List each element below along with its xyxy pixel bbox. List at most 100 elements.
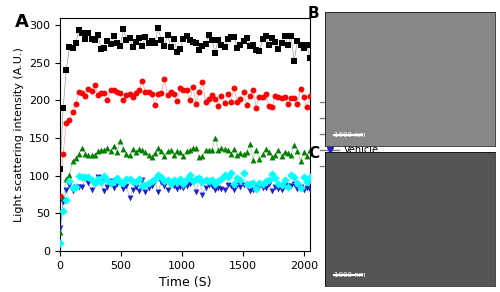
Point	[240, 171, 248, 175]
Point	[227, 34, 235, 39]
Point	[280, 177, 288, 182]
Point	[192, 190, 200, 194]
Point	[129, 45, 137, 49]
Point	[246, 189, 254, 194]
Point	[256, 181, 264, 186]
Point	[126, 177, 134, 181]
Point	[97, 179, 105, 184]
Point	[236, 178, 244, 183]
Point	[218, 177, 226, 181]
Point	[144, 40, 152, 45]
Point	[68, 186, 76, 190]
Point	[198, 44, 206, 48]
Point	[75, 174, 83, 179]
Point	[100, 147, 108, 152]
Point	[180, 186, 188, 191]
Point	[91, 82, 99, 87]
Point	[271, 40, 279, 45]
Point	[220, 44, 228, 49]
Point	[138, 79, 146, 84]
Point	[135, 177, 143, 182]
Point	[122, 92, 130, 97]
Point	[246, 94, 254, 99]
Point	[88, 187, 96, 192]
Point	[110, 179, 118, 183]
Point	[189, 179, 197, 183]
Point	[227, 171, 235, 175]
Text: 1000 nm: 1000 nm	[334, 132, 365, 138]
Point	[208, 184, 216, 189]
Point	[265, 42, 273, 47]
Point	[287, 172, 295, 177]
Point	[59, 200, 67, 204]
Point	[94, 177, 102, 182]
Point	[189, 179, 197, 183]
Point	[129, 147, 137, 152]
Point	[91, 37, 99, 42]
Point	[104, 145, 112, 150]
Point	[211, 187, 219, 192]
Point	[227, 151, 235, 156]
Point	[249, 188, 257, 193]
Point	[154, 190, 162, 194]
Point	[56, 194, 64, 198]
Point	[106, 178, 114, 183]
Point	[59, 152, 67, 156]
Point	[252, 148, 260, 152]
Point	[160, 154, 168, 159]
Point	[230, 147, 238, 152]
Point	[278, 182, 285, 187]
Point	[214, 186, 222, 191]
Point	[129, 95, 137, 100]
Point	[56, 241, 64, 246]
Point	[59, 196, 67, 201]
Point	[62, 177, 70, 182]
Point	[278, 95, 285, 100]
Text: B: B	[308, 6, 320, 21]
Point	[88, 89, 96, 93]
Point	[75, 151, 83, 156]
Point	[59, 106, 67, 110]
Point	[233, 46, 241, 51]
Point	[208, 178, 216, 183]
Point	[148, 183, 156, 188]
Legend: 1  4 µg/mL, 1  2 µg/mL, 1  1 µg/mL, Vehicle, Met 5 µg/mL: 1 4 µg/mL, 1 2 µg/mL, 1 1 µg/mL, Vehicle…	[320, 98, 406, 171]
Point	[94, 33, 102, 38]
Point	[306, 94, 314, 99]
Point	[233, 100, 241, 104]
Point	[303, 43, 311, 48]
Point	[189, 84, 197, 89]
Point	[236, 43, 244, 47]
Point	[106, 41, 114, 46]
Point	[176, 85, 184, 90]
Point	[268, 154, 276, 159]
Point	[132, 185, 140, 189]
Point	[294, 102, 302, 107]
Point	[176, 149, 184, 154]
Point	[151, 102, 159, 107]
Point	[218, 146, 226, 150]
Point	[176, 46, 184, 51]
Point	[303, 180, 311, 185]
Point	[78, 31, 86, 36]
Point	[300, 95, 308, 100]
Point	[62, 198, 70, 202]
Point	[138, 44, 146, 48]
Point	[135, 36, 143, 40]
Point	[66, 182, 74, 187]
Point	[262, 91, 270, 96]
Point	[220, 146, 228, 151]
Point	[202, 99, 209, 104]
Point	[300, 150, 308, 155]
Point	[106, 149, 114, 153]
Point	[294, 187, 302, 191]
Point	[106, 87, 114, 92]
Point	[182, 148, 190, 153]
Point	[290, 182, 298, 186]
X-axis label: Time (S): Time (S)	[159, 277, 211, 289]
Point	[278, 187, 285, 192]
Point	[180, 88, 188, 93]
Point	[82, 176, 90, 181]
Point	[78, 145, 86, 150]
Point	[252, 183, 260, 188]
